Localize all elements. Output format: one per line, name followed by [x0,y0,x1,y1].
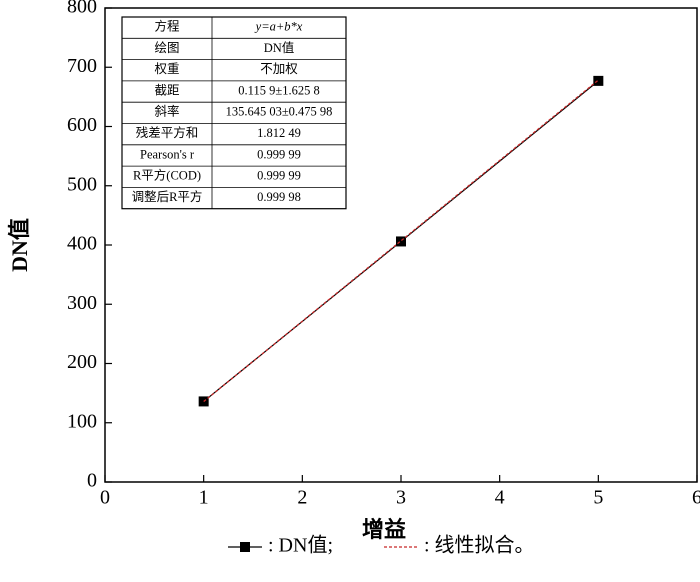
fit-table-label: 截距 [154,83,179,97]
fit-table-label: R平方(COD) [133,168,201,183]
y-tick-label: 500 [67,173,97,195]
y-tick-label: 600 [67,114,97,136]
y-tick-label: 800 [67,0,97,18]
legend-label: : 线性拟合。 [424,534,535,557]
fit-table-value: 135.645 03±0.475 98 [226,105,333,119]
fit-table-label: 绘图 [154,40,179,55]
y-tick-label: 700 [67,55,97,77]
fit-table-value: 0.999 99 [257,147,301,161]
fit-table-label: 调整后R平方 [132,189,203,204]
x-tick-label: 5 [593,487,603,509]
legend-marker [240,542,250,552]
fit-table-value: y=a+b*x [254,20,303,34]
legend-label: : DN值; [268,534,333,557]
fit-table-value: 0.115 9±1.625 8 [238,83,319,97]
y-tick-label: 400 [67,233,97,255]
fit-table-label: 残差平方和 [136,125,199,140]
fit-table-label: 斜率 [154,104,179,119]
fit-table-label: Pearson's r [140,147,195,161]
fit-table-label: 权重 [154,61,179,76]
x-tick-label: 0 [100,487,110,509]
x-tick-label: 4 [495,487,505,509]
data-point [396,236,406,247]
x-tick-label: 3 [396,487,406,509]
fit-table-value: 不加权 [260,61,298,76]
fit-table-frame [121,16,347,210]
y-tick-label: 200 [67,351,97,373]
y-tick-label: 300 [67,292,97,314]
x-axis-title: 增益 [362,517,406,542]
data-point [593,75,604,86]
fit-table-value: 1.812 49 [257,126,301,140]
x-tick-label: 1 [199,487,209,509]
fit-table-label: 方程 [154,19,180,34]
y-tick-label: 0 [87,470,97,492]
y-axis-title: DN值 [7,218,32,272]
fit-table-value: DN值 [264,40,295,55]
x-tick-label: 2 [297,487,307,509]
y-tick-label: 100 [67,410,97,432]
fit-table-value: 0.999 99 [257,169,301,183]
fit-table-value: 0.999 98 [257,190,301,204]
x-tick-label: 6 [692,487,700,509]
